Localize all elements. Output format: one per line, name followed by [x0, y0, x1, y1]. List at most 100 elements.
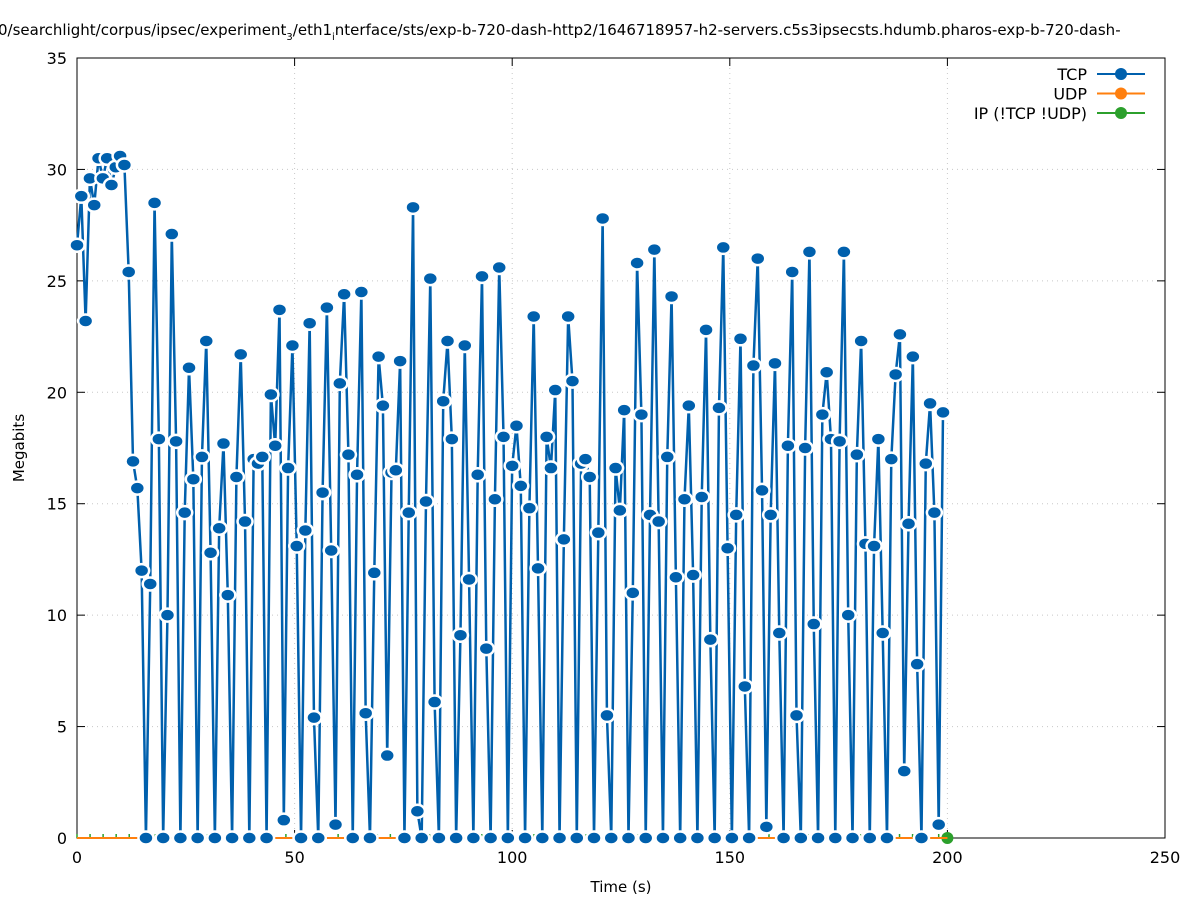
y-tick-label: 20 [47, 383, 67, 402]
data-point [417, 493, 435, 510]
legend-label: TCP [1056, 65, 1087, 84]
data-point [624, 585, 642, 601]
data-point [434, 393, 452, 409]
data-point [632, 406, 651, 423]
data-point [649, 513, 668, 530]
data-point [72, 188, 91, 204]
data-point [662, 288, 681, 305]
data-point [318, 299, 336, 316]
y-tick-label: 25 [47, 272, 67, 291]
data-point [464, 830, 483, 846]
data-point [873, 625, 892, 641]
data-point [692, 489, 711, 505]
data-point [835, 244, 853, 260]
data-point [813, 406, 832, 423]
data-point [542, 460, 560, 476]
data-point [787, 707, 806, 724]
data-point [175, 504, 194, 521]
data-point [236, 513, 254, 530]
data-point [839, 607, 857, 623]
data-point [128, 480, 147, 496]
data-point [477, 640, 496, 657]
data-point [456, 337, 474, 354]
data-point [412, 830, 431, 846]
data-point [576, 451, 595, 467]
data-point [163, 226, 181, 242]
data-point [546, 382, 564, 398]
data-point [593, 210, 612, 227]
x-tick-label: 150 [715, 848, 746, 867]
data-point [300, 315, 319, 331]
data-point [912, 830, 931, 846]
data-point [520, 500, 539, 516]
legend-marker [1115, 68, 1127, 80]
data-point [830, 433, 849, 450]
data-point [636, 830, 655, 846]
data-point [253, 449, 272, 465]
x-axis-label: Time (s) [590, 878, 652, 896]
data-point [451, 627, 470, 643]
data-point [589, 524, 608, 541]
data-point [568, 830, 586, 846]
data-point [292, 830, 310, 846]
data-point [740, 830, 758, 846]
data-point [628, 255, 646, 271]
data-point [408, 803, 427, 820]
y-tick-label: 5 [57, 718, 67, 737]
data-point [792, 830, 810, 846]
data-point [343, 830, 362, 846]
data-point [671, 830, 689, 846]
data-point [753, 482, 771, 499]
data-point [490, 259, 508, 276]
data-point [929, 816, 948, 833]
data-point [309, 830, 328, 846]
x-tick-label: 250 [1150, 848, 1181, 867]
series-line [75, 152, 945, 839]
data-point [580, 469, 599, 485]
data-point [852, 333, 870, 349]
data-point [869, 431, 888, 447]
data-point [481, 830, 500, 846]
data-point [279, 460, 297, 476]
data-point [585, 830, 603, 846]
data-point [555, 531, 573, 548]
y-tick-label: 0 [57, 829, 67, 848]
data-point [598, 707, 616, 724]
data-point [283, 337, 302, 354]
data-point [800, 244, 819, 260]
data-point [184, 471, 203, 487]
data-point [615, 402, 633, 418]
data-point [313, 484, 332, 501]
data-point [339, 446, 358, 463]
data-point [524, 308, 543, 325]
data-point [296, 522, 315, 539]
data-point [374, 397, 392, 414]
data-point [563, 373, 582, 389]
data-point [499, 830, 517, 846]
data-point [736, 678, 754, 695]
data-point [425, 694, 444, 710]
data-point [438, 333, 457, 349]
data-point [723, 830, 741, 846]
data-point [718, 540, 737, 557]
data-point [145, 195, 164, 211]
data-point [783, 264, 801, 280]
data-point [171, 830, 190, 846]
data-point [201, 544, 220, 561]
data-point [917, 455, 935, 472]
data-point [76, 313, 95, 329]
data-point [150, 431, 168, 447]
data-point [537, 429, 556, 445]
data-point [507, 417, 526, 434]
data-point [761, 507, 780, 523]
data-point [266, 438, 284, 454]
data-point [727, 507, 745, 523]
data-point [231, 346, 250, 363]
data-point [529, 560, 547, 577]
data-point [817, 364, 836, 380]
data-point [516, 830, 534, 846]
data-point [611, 502, 629, 519]
data-point [348, 466, 366, 483]
data-point [503, 458, 521, 474]
